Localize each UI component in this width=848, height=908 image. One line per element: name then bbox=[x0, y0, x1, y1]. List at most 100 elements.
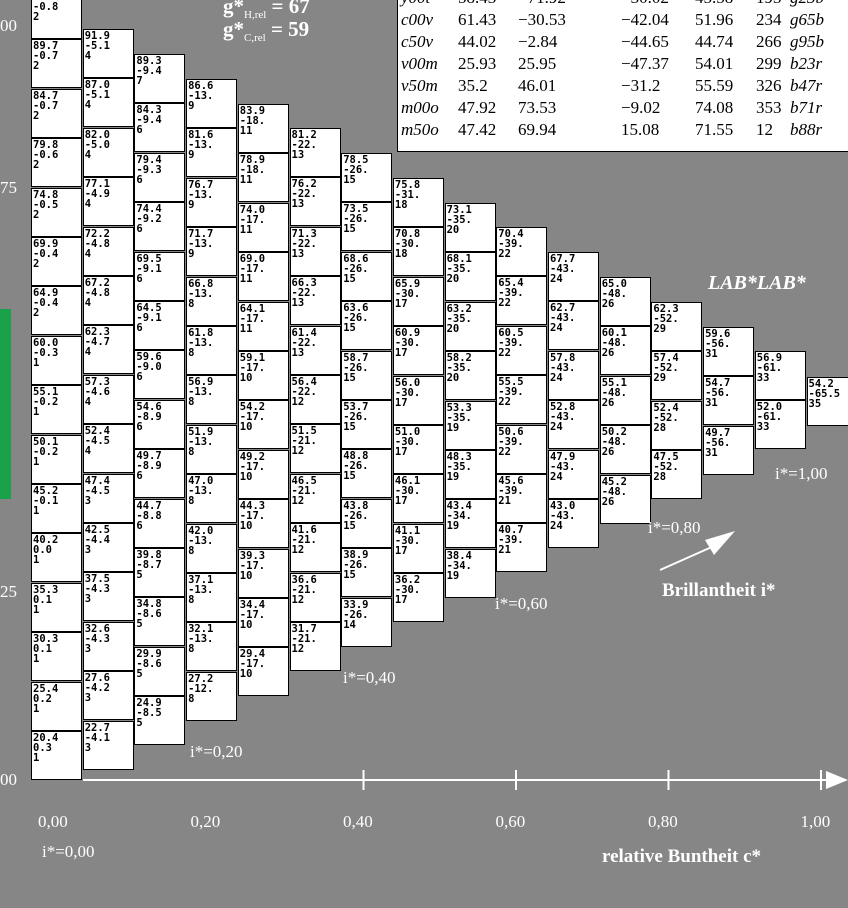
color-cell: 73.5 -26. 15 bbox=[341, 202, 393, 252]
color-cell: 60.0 -0.3 1 bbox=[31, 335, 82, 385]
color-cell: 43.0 -43. 24 bbox=[548, 499, 599, 548]
color-table-h: 234 bbox=[756, 10, 782, 29]
color-cell: 30.3 0.1 1 bbox=[31, 632, 82, 682]
color-cell: 48.3 -35. 19 bbox=[444, 450, 496, 499]
color-table-h: 266 bbox=[756, 32, 782, 51]
color-table-row: v00m 25.93 25.95 −47.37 54.01 299 b23r bbox=[398, 53, 848, 75]
x-tick-label: 1,00 bbox=[800, 812, 831, 831]
color-cell: 51.5 -21. 12 bbox=[289, 424, 341, 474]
y-tick-label: 25 bbox=[0, 582, 17, 601]
y-tick-label: 00 bbox=[0, 770, 17, 789]
color-cell: 27.2 -12. 8 bbox=[186, 671, 238, 721]
color-cell: 43.8 -26. 15 bbox=[341, 498, 393, 548]
color-table-a: 25.95 bbox=[518, 54, 557, 73]
color-table-l: 44.02 bbox=[458, 32, 497, 51]
color-cell: 67.7 -43. 24 bbox=[548, 252, 599, 301]
color-table-a: −30.53 bbox=[518, 10, 566, 29]
color-table-code: b23r bbox=[790, 54, 823, 73]
color-cell: 59.6 -56. 31 bbox=[703, 327, 755, 376]
color-cell: 46.1 -30. 17 bbox=[392, 474, 444, 524]
color-cell: 55.5 -39. 22 bbox=[496, 375, 548, 425]
color-cell: 64.5 -9.1 6 bbox=[134, 301, 186, 350]
color-cell: 84.7 -0.7 2 bbox=[31, 88, 82, 138]
brillantheit-arrow-line bbox=[659, 545, 715, 571]
color-cell: 52.4 -4.5 4 bbox=[82, 424, 134, 474]
color-cell: 70.4 -39. 22 bbox=[496, 227, 548, 276]
color-cell: 72.2 -4.8 4 bbox=[82, 226, 134, 276]
color-cell: 29.4 -17. 10 bbox=[237, 647, 289, 697]
color-cell: 71.3 -22. 13 bbox=[289, 226, 341, 276]
color-cell: 49.2 -17. 10 bbox=[237, 449, 289, 499]
color-table-name: v50m bbox=[401, 76, 438, 95]
color-cell: 78.5 -26. 15 bbox=[341, 153, 393, 202]
color-table-name: m00o bbox=[401, 98, 439, 117]
color-table-b: −44.65 bbox=[621, 32, 669, 51]
color-table-b: −9.02 bbox=[621, 98, 661, 117]
color-cell: 65.4 -39. 22 bbox=[496, 276, 548, 326]
color-table-name: y00t bbox=[401, 0, 430, 9]
i-label-40: i*=0,40 bbox=[343, 668, 396, 687]
color-table-l: 35.2 bbox=[458, 76, 488, 95]
color-table-code: b71r bbox=[790, 98, 823, 117]
color-table-b: −31.2 bbox=[621, 76, 661, 95]
color-cell: 52.0 -61. 33 bbox=[754, 400, 806, 450]
color-cell: 24.9 -8.5 5 bbox=[134, 696, 186, 746]
color-table-l: 47.42 bbox=[458, 120, 497, 139]
color-cell: 60.9 -30. 17 bbox=[392, 326, 444, 376]
color-cell: 34.8 -8.6 5 bbox=[134, 597, 186, 647]
color-cell: 41.6 -21. 12 bbox=[289, 523, 341, 573]
color-cell: 32.1 -13. 8 bbox=[186, 622, 238, 672]
color-table-c: 55.59 bbox=[695, 76, 734, 95]
color-cell: 49.7 -8.9 6 bbox=[134, 449, 186, 499]
color-table-row: v50m 35.2 46.01 −31.2 55.59 326 b47r bbox=[398, 75, 848, 97]
color-cell: 76.7 -13. 9 bbox=[186, 177, 238, 227]
color-table-h: 193 bbox=[756, 0, 782, 9]
color-table-name: v00m bbox=[401, 54, 438, 73]
color-cell: 25.4 0.2 1 bbox=[31, 681, 82, 731]
color-cell: 38.9 -26. 15 bbox=[341, 548, 393, 598]
i-label-60: i*=0,60 bbox=[495, 594, 548, 613]
color-cell: 36.2 -30. 17 bbox=[392, 573, 444, 623]
color-cell: 34.4 -17. 10 bbox=[237, 598, 289, 647]
color-values-table: y00t 58.43 −71.92 −30.02 45.58 193 g23b c00v 61.… bbox=[397, 0, 848, 152]
brillantheit-label: Brillantheit i* bbox=[662, 580, 776, 601]
color-cell: 31.7 -21. 12 bbox=[289, 622, 341, 671]
color-table-b: −30.02 bbox=[621, 0, 669, 9]
color-table-c: 71.55 bbox=[695, 120, 734, 139]
color-cell: 79.8 -0.6 2 bbox=[31, 138, 82, 188]
brillantheit-arrowhead bbox=[705, 531, 735, 555]
color-cell: 66.3 -22. 13 bbox=[289, 276, 341, 326]
lablab-label: LAB*LAB* bbox=[708, 272, 806, 294]
color-cell: 40.7 -39. 21 bbox=[496, 523, 548, 573]
color-table-h: 12 bbox=[756, 120, 773, 139]
color-cell: 39.8 -8.7 5 bbox=[134, 548, 186, 597]
color-table-row: y00t 58.43 −71.92 −30.02 45.58 193 g23b bbox=[398, 0, 848, 9]
color-table-c: 51.96 bbox=[695, 10, 734, 29]
color-table-h: 353 bbox=[756, 98, 782, 117]
color-cell: 89.3 -9.4 7 bbox=[134, 54, 186, 103]
color-cell: 36.6 -21. 12 bbox=[289, 572, 341, 622]
x-tick-label: 0,80 bbox=[648, 812, 678, 831]
color-cell: 54.6 -8.9 6 bbox=[134, 399, 186, 449]
color-cell: 49.7 -56. 31 bbox=[703, 425, 755, 475]
color-cell: 69.0 -17. 11 bbox=[237, 252, 289, 302]
color-cell: 64.9 -0.4 2 bbox=[31, 286, 82, 336]
color-cell: 69.9 -0.4 2 bbox=[31, 237, 82, 286]
color-cell: 52.8 -43. 24 bbox=[548, 400, 599, 450]
color-cell: 53.3 -35. 19 bbox=[444, 400, 496, 450]
color-cell: 66.8 -13. 8 bbox=[186, 276, 238, 326]
color-cell: 89.7 -0.7 2 bbox=[31, 39, 82, 89]
color-cell: 67.2 -4.8 4 bbox=[82, 276, 134, 325]
color-cell: 82.0 -5.0 4 bbox=[82, 127, 134, 177]
color-cell: 60.1 -48. 26 bbox=[599, 326, 651, 376]
color-table-name: c00v bbox=[401, 10, 434, 29]
color-table-b: 15.08 bbox=[621, 120, 660, 139]
color-cell: 54.2 -17. 10 bbox=[237, 400, 289, 450]
color-cell: 44.3 -17. 10 bbox=[237, 499, 289, 549]
y-tick-label: 75 bbox=[0, 178, 17, 197]
color-cell: 50.6 -39. 22 bbox=[496, 424, 548, 474]
color-cell: 74.8 -0.5 2 bbox=[31, 187, 82, 237]
color-table-b: −42.04 bbox=[621, 10, 669, 29]
color-cell: 59.1 -17. 10 bbox=[237, 351, 289, 400]
